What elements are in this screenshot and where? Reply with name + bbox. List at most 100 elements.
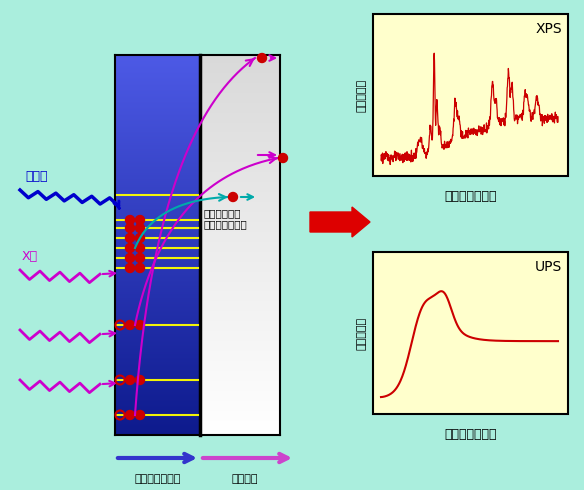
Bar: [200, 407, 280, 409]
Bar: [115, 178, 200, 179]
Bar: [115, 96, 200, 98]
Bar: [200, 247, 280, 248]
Bar: [200, 85, 280, 87]
Bar: [200, 428, 280, 430]
Bar: [115, 86, 200, 88]
Bar: [115, 353, 200, 354]
Bar: [200, 296, 280, 297]
Bar: [115, 94, 200, 96]
Bar: [200, 282, 280, 284]
Bar: [200, 175, 280, 176]
Bar: [115, 127, 200, 128]
Bar: [115, 181, 200, 182]
Bar: [115, 76, 200, 77]
Circle shape: [135, 234, 144, 243]
Bar: [115, 343, 200, 344]
Bar: [115, 105, 200, 106]
Bar: [115, 102, 200, 103]
Bar: [115, 195, 200, 196]
Bar: [115, 107, 200, 108]
Bar: [115, 230, 200, 231]
Bar: [200, 133, 280, 134]
Bar: [200, 260, 280, 262]
Bar: [115, 217, 200, 219]
Bar: [200, 177, 280, 178]
Bar: [115, 219, 200, 220]
Bar: [115, 348, 200, 349]
Bar: [115, 305, 200, 307]
Bar: [200, 135, 280, 137]
Bar: [115, 155, 200, 156]
Bar: [115, 416, 200, 417]
Bar: [200, 391, 280, 392]
Bar: [200, 311, 280, 313]
Bar: [115, 270, 200, 271]
Bar: [115, 406, 200, 408]
Bar: [115, 390, 200, 392]
Bar: [115, 429, 200, 431]
Bar: [200, 80, 280, 81]
Bar: [115, 290, 200, 292]
Bar: [115, 411, 200, 413]
Bar: [200, 427, 280, 428]
Bar: [200, 283, 280, 285]
Bar: [200, 404, 280, 406]
Bar: [115, 185, 200, 187]
Circle shape: [126, 223, 134, 232]
Bar: [115, 370, 200, 371]
Bar: [200, 138, 280, 140]
Bar: [200, 182, 280, 183]
Bar: [115, 64, 200, 66]
Bar: [200, 65, 280, 67]
Bar: [115, 396, 200, 397]
Bar: [115, 272, 200, 273]
Bar: [115, 344, 200, 345]
Bar: [115, 186, 200, 188]
Bar: [200, 119, 280, 121]
Bar: [115, 175, 200, 176]
Bar: [200, 277, 280, 278]
Bar: [200, 179, 280, 180]
Bar: [115, 255, 200, 256]
Bar: [200, 201, 280, 202]
Bar: [115, 351, 200, 352]
Bar: [200, 132, 280, 133]
Bar: [200, 55, 280, 56]
Bar: [115, 341, 200, 343]
Bar: [200, 286, 280, 288]
Bar: [200, 394, 280, 395]
Bar: [115, 67, 200, 69]
Bar: [200, 390, 280, 392]
Bar: [200, 230, 280, 231]
Bar: [115, 340, 200, 342]
Bar: [115, 273, 200, 274]
Text: 紫外線: 紫外線: [25, 170, 47, 183]
Bar: [200, 164, 280, 166]
Bar: [115, 358, 200, 360]
Bar: [200, 188, 280, 190]
Bar: [115, 403, 200, 405]
Bar: [200, 86, 280, 88]
Bar: [200, 414, 280, 416]
Bar: [115, 306, 200, 308]
Bar: [200, 231, 280, 232]
Bar: [200, 377, 280, 378]
Bar: [115, 93, 200, 95]
Bar: [200, 72, 280, 74]
Bar: [115, 78, 200, 79]
Bar: [115, 345, 200, 346]
Bar: [115, 153, 200, 154]
Bar: [200, 162, 280, 164]
Bar: [115, 184, 200, 186]
Bar: [115, 100, 200, 101]
Bar: [200, 373, 280, 374]
Bar: [200, 293, 280, 294]
Bar: [115, 80, 200, 81]
Bar: [115, 220, 200, 221]
Bar: [200, 354, 280, 356]
Bar: [200, 267, 280, 269]
Bar: [115, 265, 200, 267]
Bar: [115, 329, 200, 330]
Bar: [115, 91, 200, 93]
Bar: [200, 403, 280, 405]
